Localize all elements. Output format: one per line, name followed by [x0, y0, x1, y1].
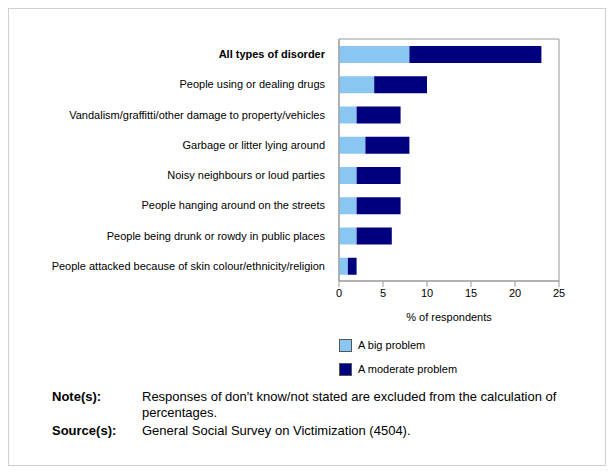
svg-text:Noisy neighbours or loud parti: Noisy neighbours or loud parties — [167, 169, 325, 181]
html-text:A big problem: A big problem — [358, 339, 426, 351]
svg-text:Vandalism/graffitti/other dama: Vandalism/graffitti/other damage to prop… — [69, 109, 325, 121]
svg-text:25: 25 — [553, 287, 565, 299]
svg-text:0: 0 — [336, 287, 342, 299]
html-text:Source(s):: Source(s): — [52, 423, 117, 438]
svg-text:All types of disorder: All types of disorder — [219, 48, 326, 60]
html-text:A moderate problem: A moderate problem — [358, 363, 458, 375]
svg-text:20: 20 — [509, 287, 521, 299]
svg-text:5: 5 — [380, 287, 386, 299]
svg-text:Garbage or litter lying around: Garbage or litter lying around — [183, 139, 325, 151]
svg-text:People using or dealing drugs: People using or dealing drugs — [179, 78, 325, 90]
svg-text:People hanging around on the s: People hanging around on the streets — [142, 199, 326, 211]
html-text:Responses of don't know/not st: Responses of don't know/not stated are e… — [142, 389, 557, 420]
svg-text:People being drunk or rowdy in: People being drunk or rowdy in public pl… — [107, 230, 326, 242]
html-text:Note(s):: Note(s): — [52, 389, 102, 404]
svg-text:15: 15 — [465, 287, 477, 299]
svg-text:10: 10 — [421, 287, 433, 299]
svg-text:% of respondents: % of respondents — [406, 311, 492, 323]
svg-text:People attacked because of ski: People attacked because of skin colour/e… — [52, 260, 325, 272]
html-text:General Social Survey on Victi: General Social Survey on Victimization (… — [142, 423, 411, 438]
